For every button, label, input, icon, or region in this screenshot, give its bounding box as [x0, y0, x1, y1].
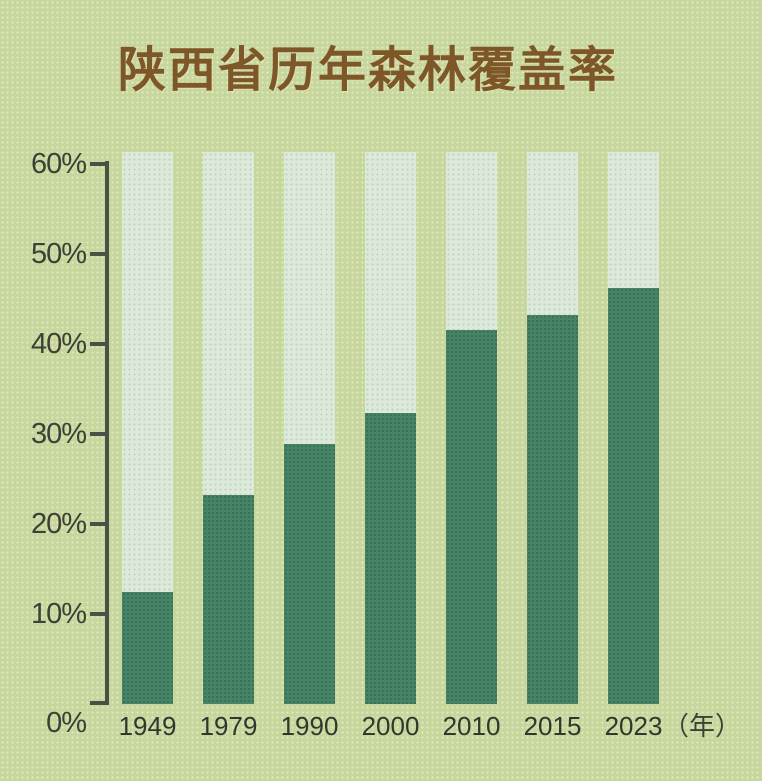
y-tick-mark [90, 612, 106, 616]
y-tick-label: 60% [30, 148, 87, 180]
y-tick-label: 20% [30, 508, 87, 540]
bar-fill-2010 [446, 330, 497, 704]
bar-track-2000 [365, 152, 416, 704]
bar-track-2010 [446, 152, 497, 704]
chart-title: 陕西省历年森林覆盖率 [117, 44, 618, 97]
bar-fill-1979 [203, 495, 254, 704]
y-tick-label: 0% [46, 707, 87, 739]
x-label-2015: 2015 [523, 711, 582, 741]
bar-fill-2000 [365, 413, 416, 704]
y-tick-mark [90, 522, 106, 526]
x-label-2000: 2000 [361, 711, 420, 741]
bar-fill-2023 [608, 288, 659, 704]
y-tick-mark [90, 701, 106, 705]
x-label-1990: 1990 [280, 711, 339, 741]
y-tick-label: 40% [30, 328, 87, 360]
y-tick-mark [90, 162, 106, 166]
y-tick-label: 50% [30, 238, 87, 270]
y-tick-label: 10% [30, 598, 87, 630]
y-tick-mark [90, 432, 106, 436]
x-axis-unit-label: （年） [663, 711, 742, 741]
bar-track-2023 [608, 152, 659, 704]
y-tick-mark [90, 342, 106, 346]
bar-track-1949 [122, 152, 173, 704]
x-label-2010: 2010 [442, 711, 501, 741]
x-label-1979: 1979 [199, 711, 258, 741]
bar-track-2015 [527, 152, 578, 704]
bar-fill-2015 [527, 315, 578, 704]
y-axis-line [105, 161, 109, 705]
bar-fill-1949 [122, 592, 173, 704]
y-tick-label: 30% [30, 418, 87, 450]
y-tick-mark [90, 252, 106, 256]
x-label-1949: 1949 [118, 711, 177, 741]
x-label-2023: 2023 [604, 711, 663, 741]
bar-fill-1990 [284, 444, 335, 704]
bar-track-1979 [203, 152, 254, 704]
bar-track-1990 [284, 152, 335, 704]
